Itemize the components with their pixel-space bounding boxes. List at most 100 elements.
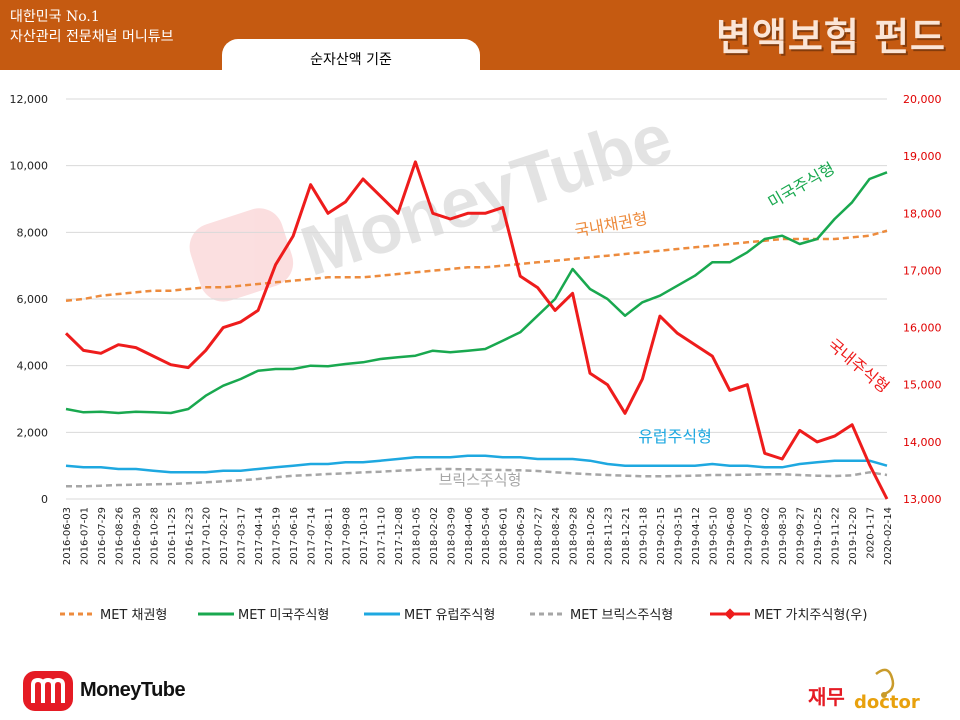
y-right-tick-label: 16,000 [903,322,942,335]
x-tick-label: 2016-06-03 [62,507,73,565]
y-right-tick-label: 13,000 [903,493,942,506]
y-left-tick-label: 2,000 [17,426,49,439]
legend-item-brics: MET 브릭스주식형 [530,604,673,623]
x-tick-label: 2020-1-17 [866,507,877,559]
annotation-domestic-bond: 국내채권형 [573,209,649,240]
x-tick-label: 2018-10-26 [586,507,597,565]
x-tick-label: 2017-07-14 [307,507,318,565]
jaemu-doctor-logo: 재무 doctor [808,668,920,713]
x-tick-label: 2018-09-28 [569,507,580,565]
x-tick-label: 2019-11-22 [831,507,842,565]
legend-label-us: MET 미국주식형 [238,608,330,623]
brand-line-2: 자산관리 전문채널 머니튜브 [10,29,174,45]
x-tick-label: 2019-12-20 [848,507,859,565]
x-tick-label: 2018-08-24 [551,507,562,565]
legend-label-bond: MET 채권형 [100,608,168,623]
brand-line-1: 대한민국 No.1 [10,9,100,25]
x-tick-label: 2017-04-14 [254,507,265,565]
moneytube-logo: MoneyTube [22,668,186,712]
legend-item-bond: MET 채권형 [60,604,167,623]
x-tick-label: 2019-01-18 [638,507,649,565]
annotation-brics-equity: 브릭스주식형 [439,471,522,489]
y-right-tick-label: 18,000 [903,207,942,220]
x-tick-label: 2017-11-10 [376,507,387,565]
legend-swatch-brics [530,612,566,615]
y-right-tick-label: 14,000 [903,436,942,449]
legend-swatch-bond [60,612,96,615]
x-tick-label: 2016-08-26 [114,507,125,565]
moneytube-logo-text: MoneyTube [80,678,186,701]
x-tick-label: 2016-09-30 [132,507,143,565]
annotation-eu-equity: 유럽주식형 [638,427,712,446]
x-tick-label: 2017-10-13 [359,507,370,565]
x-tick-label: 2019-03-15 [673,507,684,565]
y-left-tick-label: 0 [41,493,48,506]
series-value-equity-line [64,160,889,500]
x-tick-label: 2018-01-05 [411,507,422,565]
y-left-tick-label: 10,000 [10,160,49,173]
page-title: 변액보험 펀드 [716,15,946,59]
legend-swatch-value [710,607,750,620]
x-tick-label: 2016-07-29 [97,507,108,565]
legend-label-value: MET 가치주식형(우) [754,608,868,623]
x-tick-label: 2018-04-06 [464,507,475,565]
x-tick-label: 2018-06-29 [516,507,527,565]
y-right-tick-label: 15,000 [903,379,942,392]
y-right-tick-label: 20,000 [903,93,942,106]
x-tick-label: 2016-12-23 [184,507,195,565]
x-tick-label: 2017-02-17 [219,507,230,565]
x-tick-label: 2019-09-27 [796,507,807,565]
x-tick-label: 2019-02-15 [656,507,667,565]
series-eu-equity-line [65,454,888,474]
x-tick-label: 2019-05-10 [708,507,719,565]
legend-item-us: MET 미국주식형 [198,604,329,623]
fund-line-chart: MoneyTube 0 2,000 4,000 6,000 8,000 10,000 12,… [10,93,942,565]
legend-swatch-eu [364,612,400,615]
x-tick-label: 2019-08-02 [761,507,772,565]
chart-grid [66,98,887,500]
x-tick-label: 2018-03-09 [446,507,457,565]
y-left-tick-label: 4,000 [17,360,49,373]
series-brics-equity-line [66,467,888,488]
chart-series [64,160,889,500]
legend-label-brics: MET 브릭스주식형 [570,608,674,623]
x-tick-label: 2017-09-08 [341,507,352,565]
x-tick-label: 2018-02-02 [429,507,440,565]
x-tick-label: 2018-05-04 [481,507,492,565]
y-left-tick-label: 12,000 [10,93,49,106]
y-right-tick-label: 19,000 [903,150,942,163]
x-tick-label: 2018-06-01 [499,507,510,565]
x-tick-label: 2019-08-30 [778,507,789,565]
x-tick-label: 2017-03-17 [237,507,248,565]
x-tick-label: 2017-12-08 [394,507,405,565]
x-tick-label: 2017-05-19 [272,507,283,565]
watermark-icon [189,208,294,302]
x-tick-label: 2017-08-11 [324,507,335,565]
basis-tab-label: 순자산액 기준 [310,52,392,68]
x-tick-label: 2019-06-08 [726,507,737,565]
watermark-logo: MoneyTube [189,98,681,302]
moneytube-logo-icon [23,671,73,711]
x-tick-label: 2017-01-20 [202,507,213,565]
header-bar: 대한민국 No.1 자산관리 전문채널 머니튜브 변액보험 펀드 [0,0,960,70]
y-left-tick-label: 8,000 [17,226,49,239]
stethoscope-icon [875,668,895,696]
x-tick-label: 2018-12-21 [621,507,632,565]
x-tick-label: 2017-06-16 [289,507,300,565]
watermark: MoneyTube [189,98,681,302]
legend-swatch-us [198,612,234,615]
x-tick-label: 2019-07-05 [743,507,754,565]
chart-legend: MET 채권형 MET 미국주식형 MET 유럽주식형 MET 브릭스주식형 M… [60,604,920,630]
annotation-us-equity: 미국주식형 [765,159,838,212]
jaemu-text: 재무 [808,685,845,709]
y-left-tick-label: 6,000 [17,293,49,306]
y-right-tick-label: 17,000 [903,264,942,277]
x-tick-label: 2020-02-14 [883,507,894,565]
series-bond-line [65,229,888,302]
x-tick-label: 2019-10-25 [813,507,824,565]
x-tick-label: 2018-11-23 [604,507,615,565]
legend-label-eu: MET 유럽주식형 [404,608,496,623]
chart-axes: 0 2,000 4,000 6,000 8,000 10,000 12,000 13,000 1… [10,93,942,565]
x-tick-label: 2019-04-12 [691,507,702,565]
x-tick-label: 2016-07-01 [79,507,90,565]
